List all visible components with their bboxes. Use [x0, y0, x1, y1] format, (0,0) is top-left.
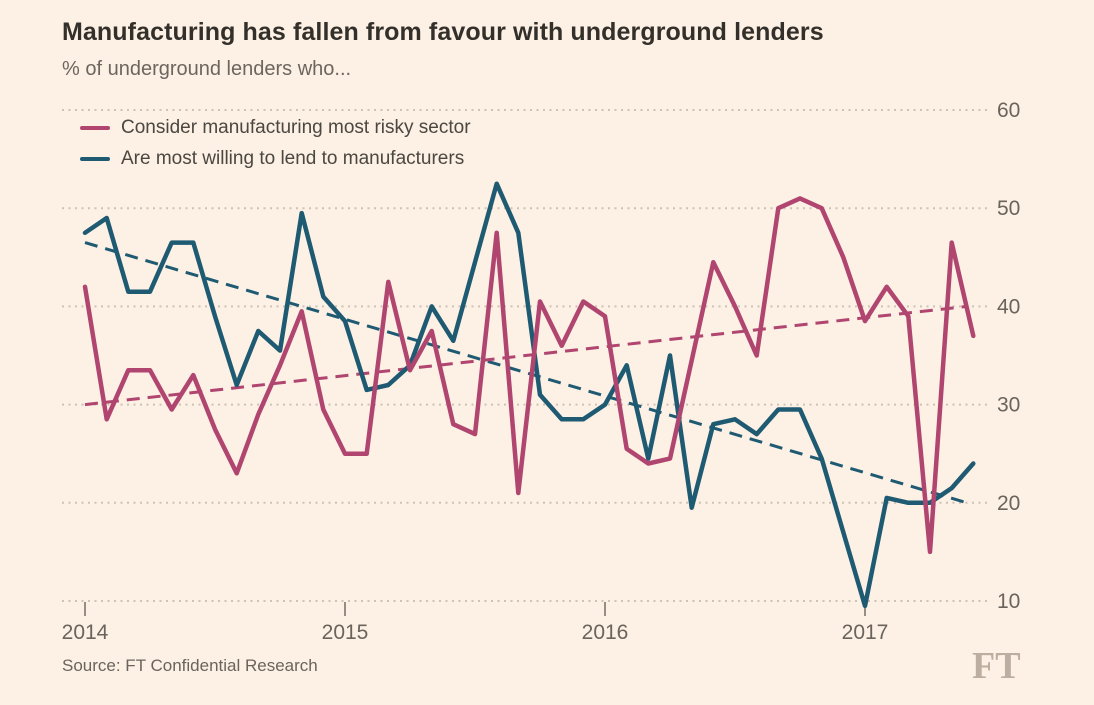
legend-item-willing: Are most willing to lend to manufacturer…	[80, 145, 471, 173]
y-tick-label-20: 20	[997, 492, 1020, 515]
legend-item-risky: Consider manufacturing most risky sector	[80, 114, 471, 142]
y-tick-label-50: 50	[997, 197, 1020, 220]
x-tick-label-2017: 2017	[842, 621, 889, 644]
x-tick-label-2015: 2015	[322, 621, 369, 644]
chart-title: Manufacturing has fallen from favour wit…	[62, 18, 824, 46]
x-tick-label-2014: 2014	[62, 621, 109, 644]
willing-series-line	[82, 181, 976, 609]
y-tick-label-40: 40	[997, 295, 1020, 318]
ft-logo: FT	[972, 645, 1021, 687]
chart-subtitle: % of underground lenders who...	[62, 58, 352, 80]
risky-series-label: Consider manufacturing most risky sector	[121, 117, 471, 138]
willing-series-label: Are most willing to lend to manufacturer…	[121, 148, 465, 169]
source-label: Source: FT Confidential Research	[62, 656, 318, 675]
risky-trendline	[84, 304, 968, 407]
legend: Consider manufacturing most risky sector…	[80, 114, 471, 173]
y-tick-label-30: 30	[997, 394, 1020, 417]
risky-series-swatch	[80, 125, 110, 131]
risky-series-line	[82, 196, 976, 555]
x-tick-label-2016: 2016	[582, 621, 629, 644]
y-tick-label-10: 10	[997, 590, 1020, 613]
willing-series-swatch	[80, 156, 110, 162]
y-tick-label-60: 60	[997, 99, 1020, 122]
